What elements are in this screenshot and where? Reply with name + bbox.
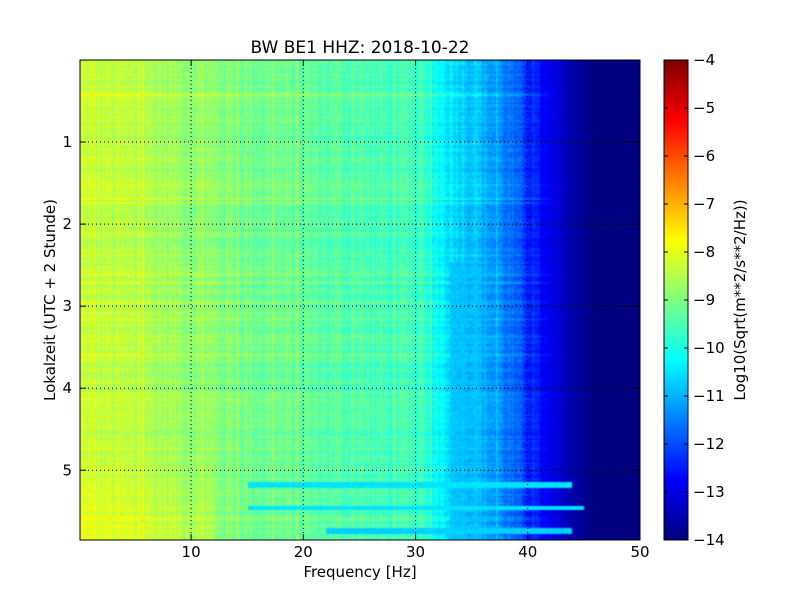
x-tick-label: 20 [294,543,313,561]
x-tick-label: 40 [518,543,537,561]
y-axis-label: Lokalzeit (UTC + 2 Stunde) [41,199,59,401]
x-tick-label: 10 [182,543,201,561]
y-tick-label: 2 [62,215,72,233]
colorbar: −4 −5 −6 −7 −8 −9 −10 −11 −12 −13 −14 Log10(Sqrt(m… [663,51,749,549]
y-tick-label: 4 [62,379,72,397]
x-axis-ticks: 10 20 30 40 50 [182,60,650,561]
y-tick-label: 1 [62,133,72,151]
colorbar-tick-label: −7 [693,195,715,213]
colorbar-tick-label: −14 [693,531,725,549]
grid-lines [80,60,640,540]
y-tick-label: 5 [62,461,72,479]
heatmap-area [80,60,640,540]
plot-frame [79,59,641,541]
x-tick-label: 50 [630,543,649,561]
colorbar-tick-label: −4 [693,51,715,69]
colorbar-tick-label: −12 [693,435,725,453]
colorbar-tick-label: −11 [693,387,725,405]
colorbar-tick-label: −10 [693,339,725,357]
x-axis-label: Frequency [Hz] [303,563,416,581]
colorbar-tick-label: −5 [693,99,715,117]
y-axis-ticks: 1 2 3 4 5 [62,133,640,479]
chart-title: BW BE1 HHZ: 2018-10-22 [250,38,469,58]
colorbar-tick-label: −8 [693,243,715,261]
colorbar-tick-label: −13 [693,483,725,501]
colorbar-tick-label: −6 [693,147,715,165]
colorbar-label: Log10(Sqrt(m**2/s**2/Hz)) [731,199,749,400]
x-tick-label: 30 [406,543,425,561]
colorbar-tick-label: −9 [693,291,715,309]
y-tick-label: 3 [62,297,72,315]
colorbar-ticks: −4 −5 −6 −7 −8 −9 −10 −11 −12 −13 −14 [664,51,725,549]
spectrogram-heatmap [80,60,640,540]
